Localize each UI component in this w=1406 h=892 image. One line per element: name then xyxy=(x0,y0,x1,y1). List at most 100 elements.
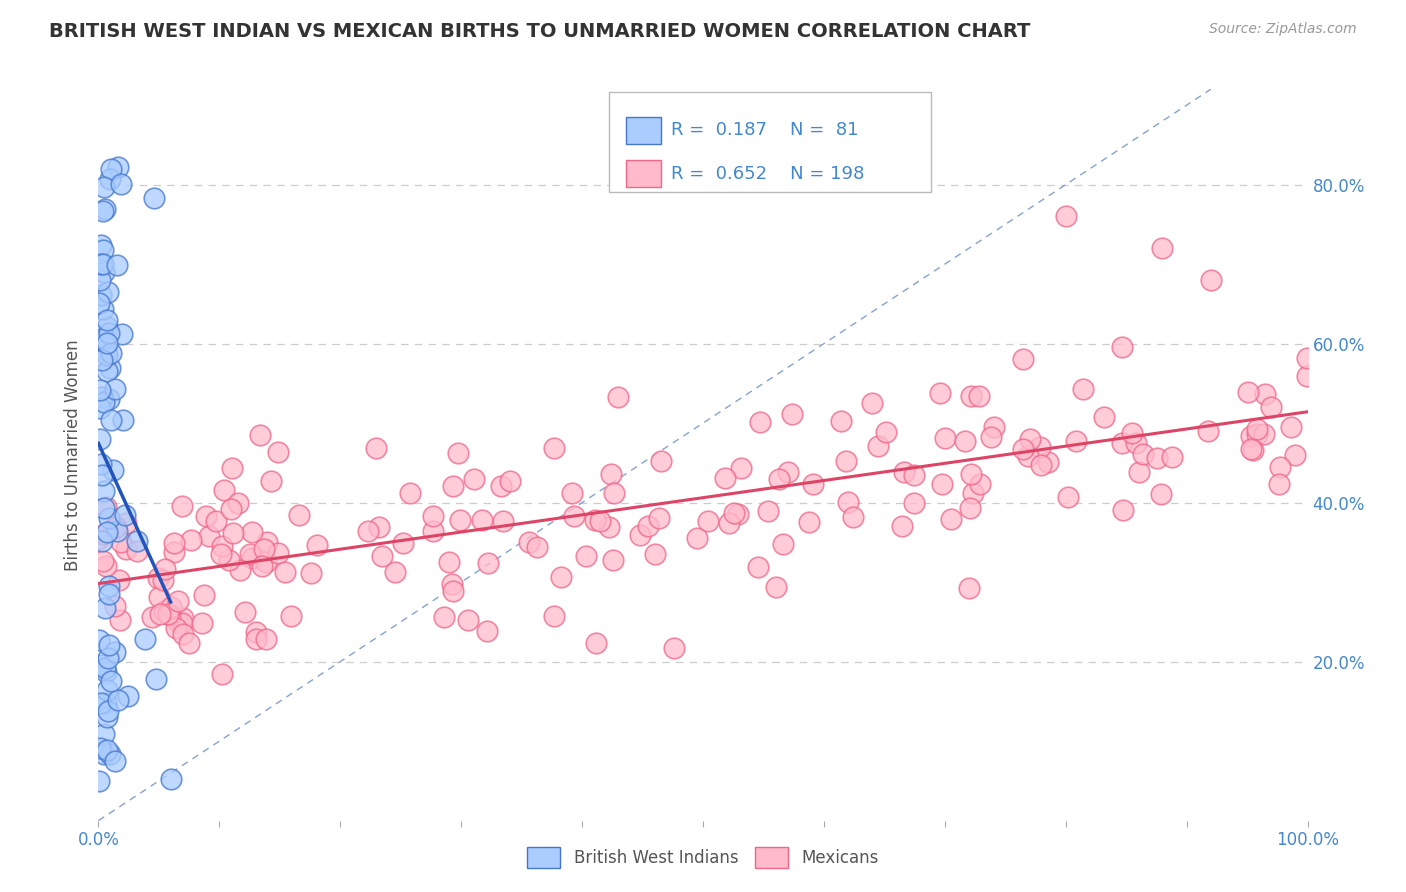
Point xyxy=(399,485,422,500)
Point xyxy=(96,696,118,710)
Point xyxy=(648,511,671,525)
Point xyxy=(983,420,1005,434)
Point xyxy=(94,558,117,573)
Point xyxy=(491,479,513,493)
Point xyxy=(477,556,499,570)
Point xyxy=(93,527,115,541)
Point xyxy=(1092,409,1115,424)
Point xyxy=(110,178,132,192)
Point xyxy=(90,288,112,302)
Point xyxy=(93,265,115,279)
Point xyxy=(422,509,444,524)
Point xyxy=(650,454,672,468)
Point xyxy=(830,413,852,427)
Point xyxy=(221,461,243,475)
Point xyxy=(89,384,111,398)
Point xyxy=(575,549,598,563)
Point xyxy=(91,534,114,549)
Point xyxy=(801,476,824,491)
Point xyxy=(96,682,118,697)
Point xyxy=(93,501,115,516)
Point xyxy=(934,431,956,445)
Point xyxy=(1246,422,1268,436)
Point xyxy=(1241,442,1264,457)
Point xyxy=(125,533,148,548)
Point xyxy=(903,496,925,510)
Point xyxy=(266,445,288,459)
Point xyxy=(193,588,215,602)
Point xyxy=(218,553,240,567)
Point xyxy=(931,477,953,491)
Point xyxy=(167,593,190,607)
Point xyxy=(141,610,163,624)
Point xyxy=(600,467,623,481)
Point xyxy=(686,531,709,545)
Point xyxy=(1152,241,1174,255)
Point xyxy=(170,615,193,630)
Point xyxy=(797,515,820,529)
Point xyxy=(366,442,388,456)
Point xyxy=(89,773,111,788)
Point xyxy=(89,740,111,755)
Point xyxy=(146,571,169,585)
Point xyxy=(222,526,245,541)
Point xyxy=(280,609,302,624)
Point xyxy=(1011,442,1033,456)
Point xyxy=(240,551,263,566)
Point xyxy=(953,434,976,449)
Point xyxy=(94,665,117,680)
Point xyxy=(1240,442,1263,457)
Point xyxy=(422,524,444,538)
Point xyxy=(440,577,463,591)
Point xyxy=(108,573,131,587)
Point xyxy=(205,515,228,529)
Point xyxy=(87,532,110,546)
Point xyxy=(967,389,990,403)
Point xyxy=(1111,436,1133,450)
Point xyxy=(929,386,952,401)
Point xyxy=(90,457,112,471)
Point xyxy=(104,645,127,659)
Point xyxy=(1054,210,1077,224)
Point xyxy=(90,657,112,672)
Point xyxy=(714,471,737,485)
Point xyxy=(93,179,115,194)
Point xyxy=(93,394,115,409)
Point xyxy=(749,415,772,429)
Point xyxy=(1284,448,1306,462)
Point xyxy=(221,502,243,516)
Point xyxy=(1064,434,1087,448)
Point xyxy=(100,162,122,177)
Point xyxy=(105,520,128,534)
Point xyxy=(110,534,132,549)
Point xyxy=(115,516,138,530)
Point xyxy=(180,533,202,547)
Point xyxy=(117,689,139,703)
Point xyxy=(447,446,470,460)
Point xyxy=(97,704,120,718)
Point xyxy=(112,413,135,427)
Point xyxy=(1029,458,1052,473)
Point xyxy=(765,580,787,594)
Point xyxy=(543,608,565,623)
Point xyxy=(149,607,172,622)
Point xyxy=(1111,340,1133,354)
Point xyxy=(91,352,114,367)
Point xyxy=(93,727,115,741)
Point xyxy=(111,327,134,342)
Point xyxy=(90,696,112,710)
Point xyxy=(87,295,110,310)
Point xyxy=(148,590,170,604)
Point xyxy=(98,747,121,761)
Point xyxy=(101,463,124,477)
Point xyxy=(91,257,114,271)
Point xyxy=(194,509,217,524)
Point xyxy=(526,541,548,555)
Point xyxy=(104,754,127,768)
Point xyxy=(166,615,188,629)
Point xyxy=(756,504,779,518)
Point xyxy=(93,331,115,345)
Point xyxy=(98,511,121,525)
Point xyxy=(91,334,114,348)
Point xyxy=(1071,382,1094,396)
